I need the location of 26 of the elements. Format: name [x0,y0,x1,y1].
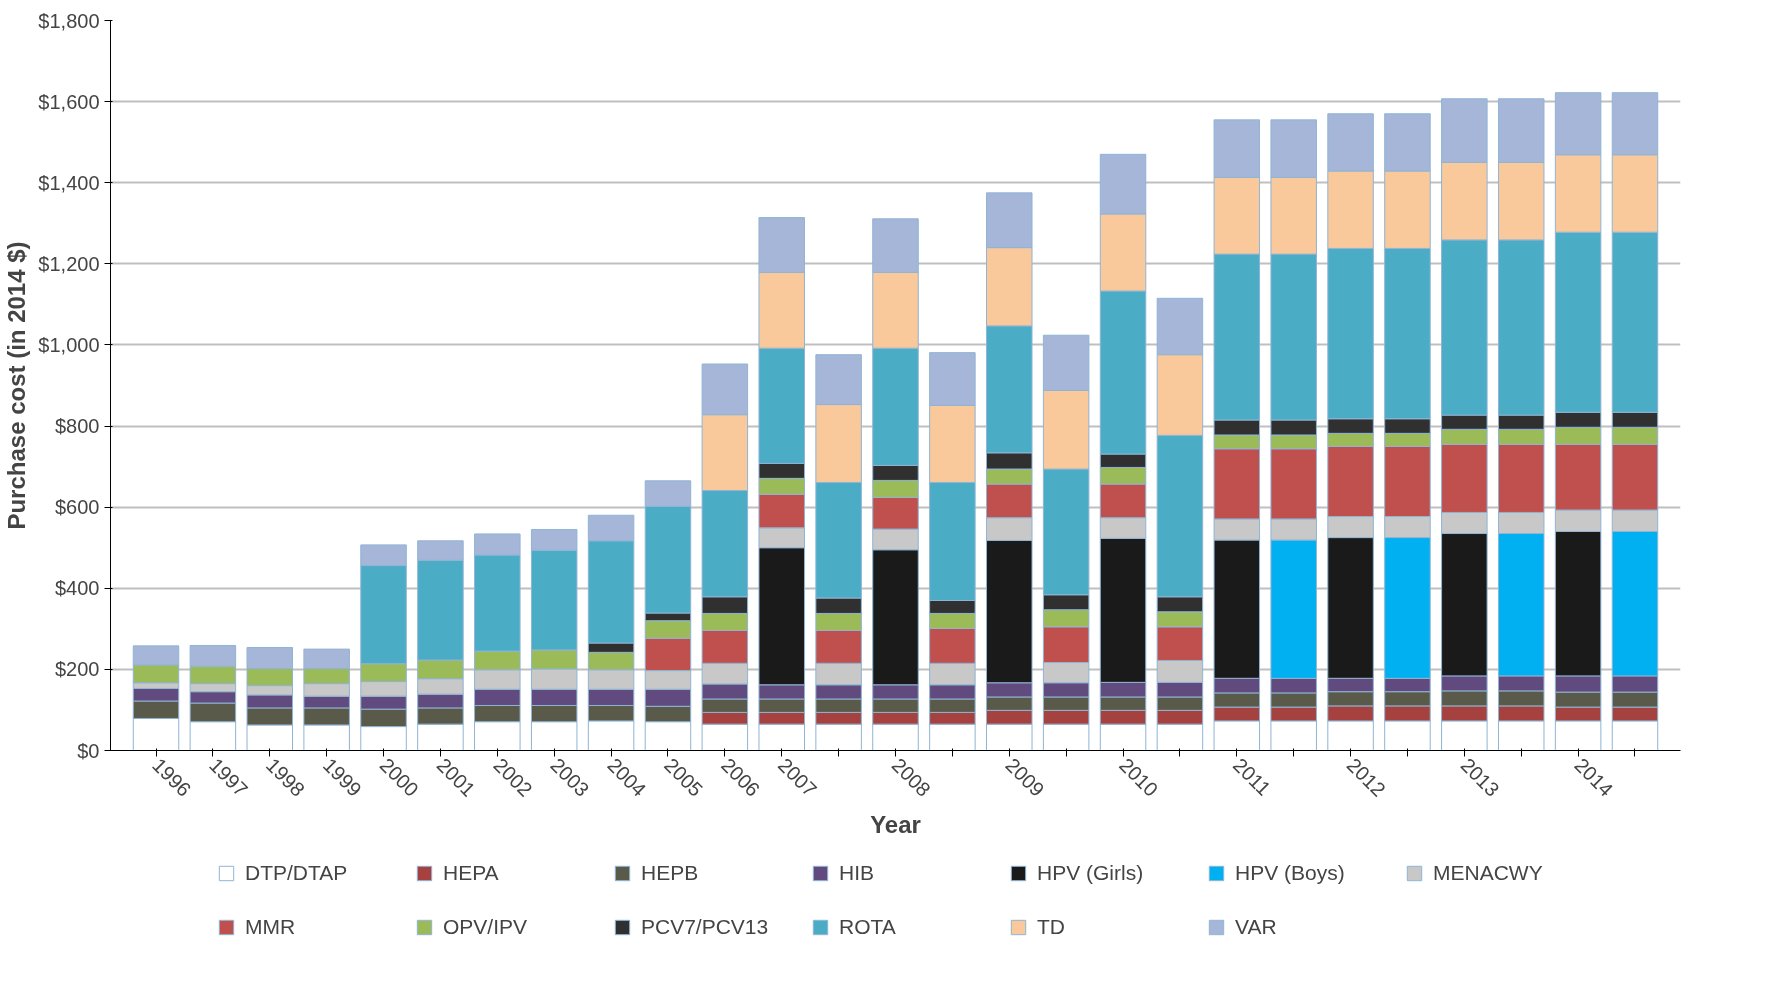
legend-label: OPV/IPV [443,915,529,939]
y-tick-label: $0 [77,739,100,762]
y-tick-label: $600 [55,496,100,519]
legend-label: TD [1037,915,1066,939]
y-tick-label: $1,800 [38,9,100,32]
legend-label: MMR [245,915,297,939]
legend-label: DTP/DTAP [245,861,349,885]
legend-label: HPV (Girls) [1037,861,1145,885]
legend-label: HEPA [443,861,500,885]
y-tick-label: $1,200 [38,252,100,275]
y-tick-label: $1,400 [38,171,100,194]
y-tick-label: $1,000 [38,333,100,356]
x-tick-label: 1997 [205,753,253,801]
legend-label: HEPB [641,861,700,885]
y-tick-label: $400 [55,577,100,600]
y-tick-label: $1,600 [38,90,100,113]
y-tick-label: $800 [55,415,100,438]
y-axis-title: Purchase cost (in 2014 $) [3,241,31,530]
legend-label: PCV7/PCV13 [641,915,770,939]
legend-label: MENACWY [1433,861,1544,885]
legend-label: ROTA [839,915,897,939]
legend-label: HIB [839,861,875,885]
x-axis-title: Year [870,810,921,838]
legend-label: VAR [1235,915,1278,939]
y-tick-label: $200 [55,658,100,681]
legend-label: HPV (Boys) [1235,861,1346,885]
